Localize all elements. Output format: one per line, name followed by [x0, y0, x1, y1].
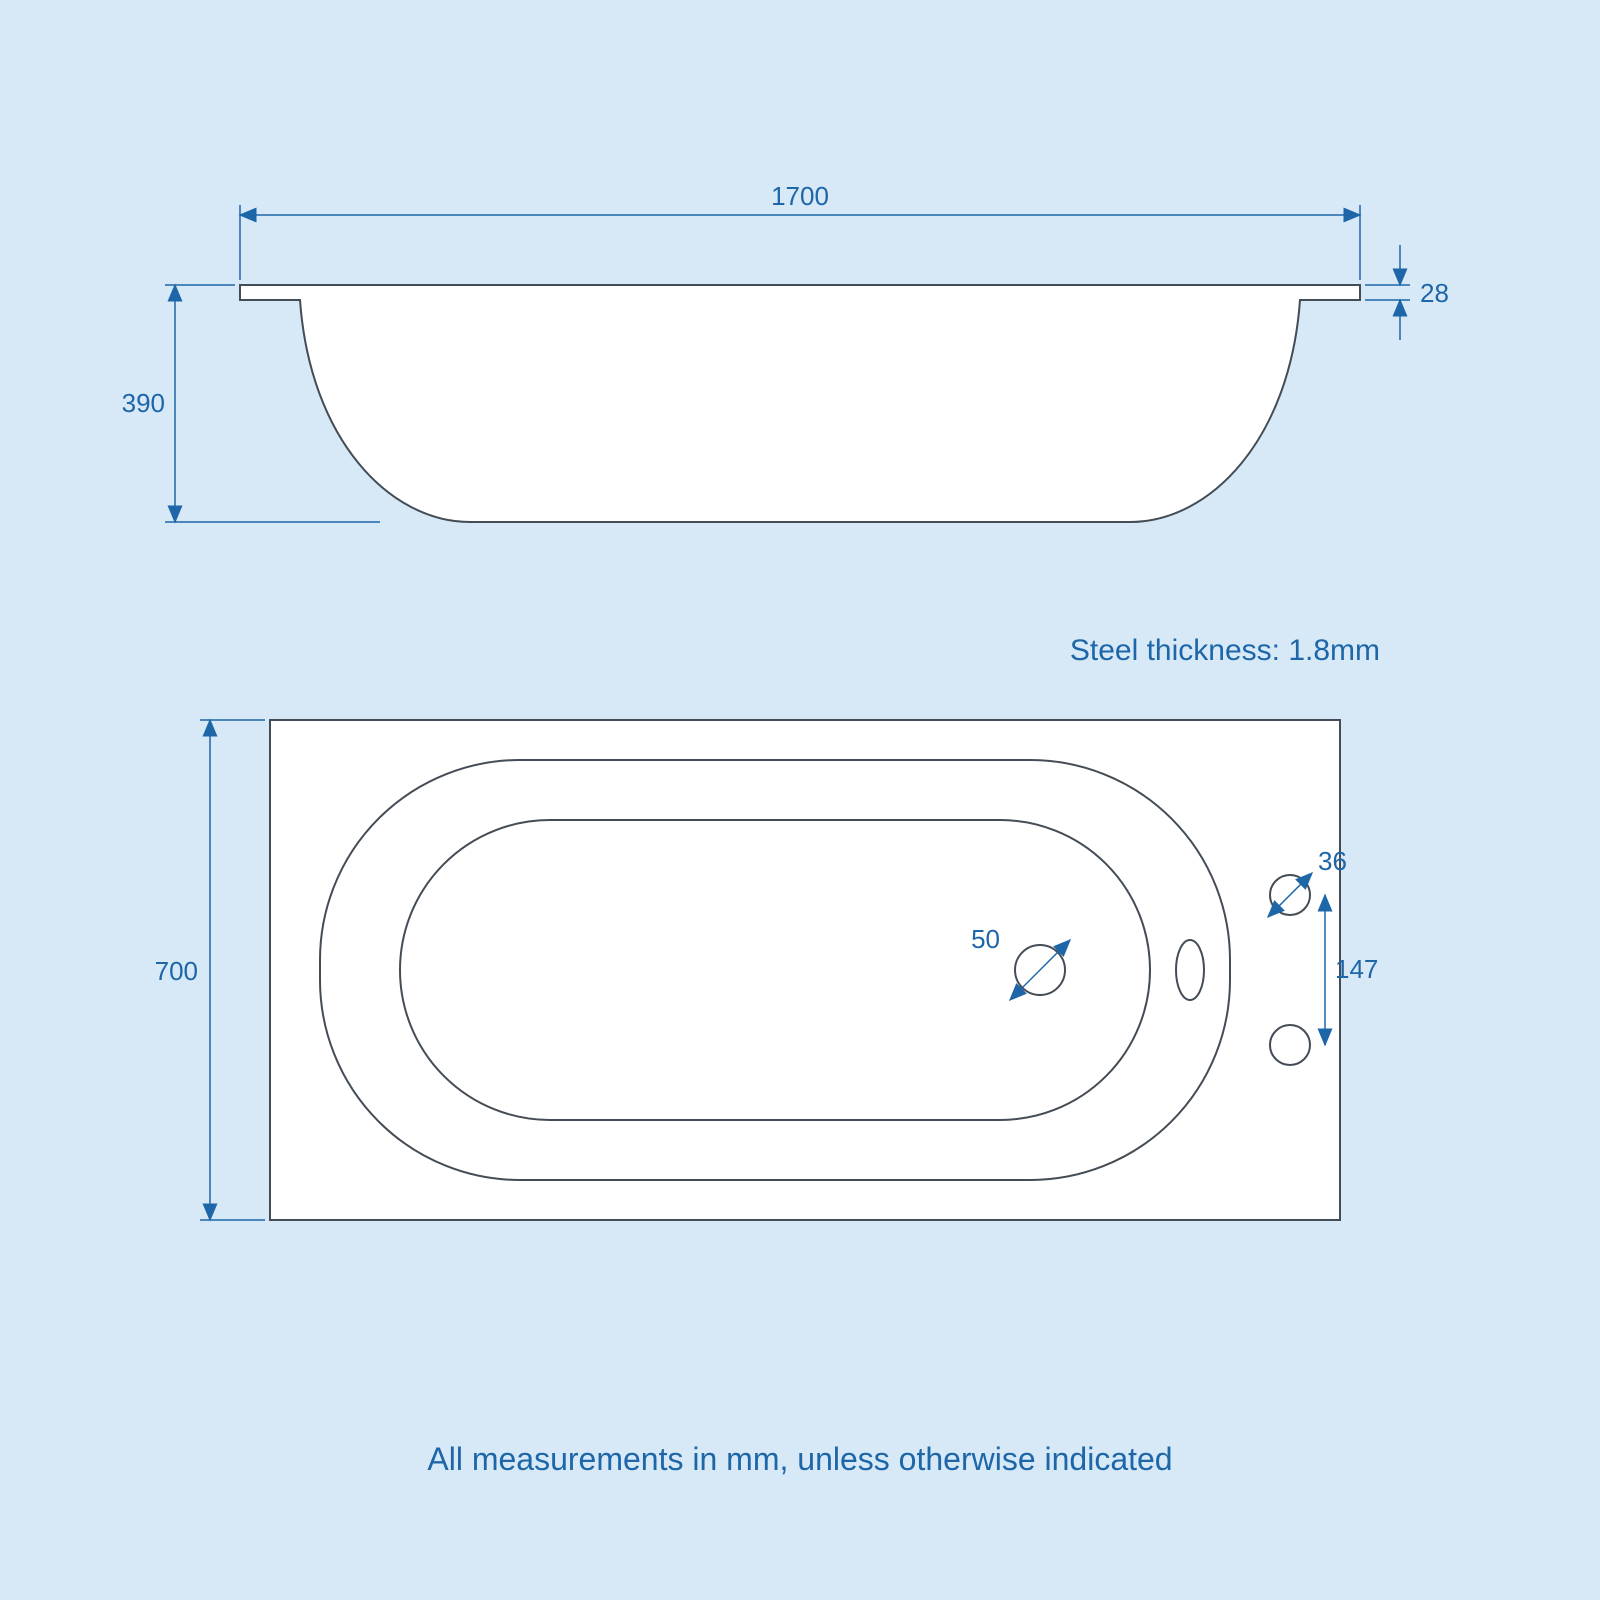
dim-height: 390: [122, 388, 165, 418]
dim-width: 1700: [771, 181, 829, 211]
top-view: 50 36 147 700: [155, 720, 1379, 1220]
steel-thickness-note: Steel thickness: 1.8mm: [1070, 634, 1380, 667]
technical-drawing: 1700 390 28 Steel thickness: 1.8mm 50: [0, 0, 1600, 1600]
side-view: 1700 390 28: [122, 181, 1449, 522]
dim-tap-spacing: 147: [1335, 954, 1378, 984]
dim-tap-dia: 36: [1318, 846, 1347, 876]
footer-note: All measurements in mm, unless otherwise…: [427, 1441, 1172, 1477]
dim-depth: 700: [155, 956, 198, 986]
dim-rim: 28: [1420, 278, 1449, 308]
dim-drain-dia: 50: [971, 924, 1000, 954]
